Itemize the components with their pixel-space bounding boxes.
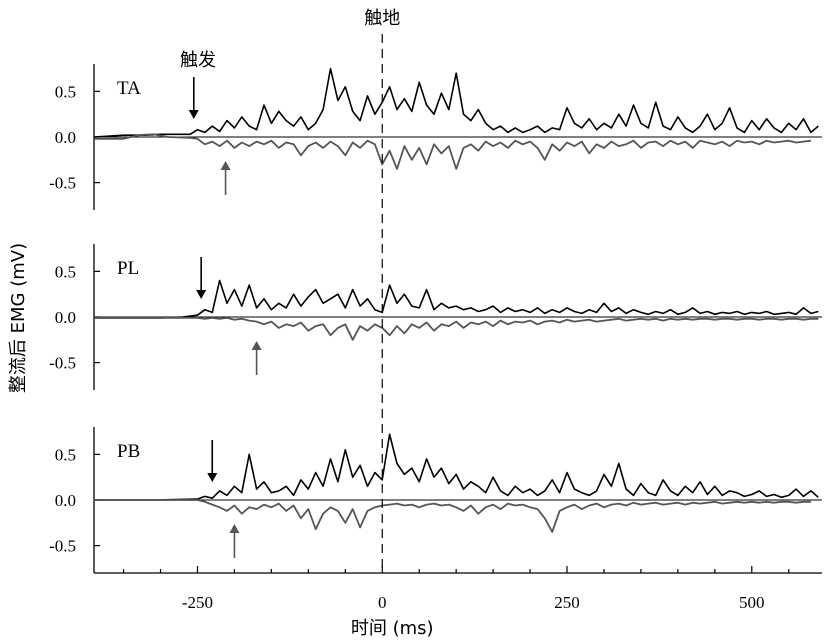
panel-label: PL: [117, 258, 139, 279]
y-tick-label: -0.5: [49, 537, 76, 556]
trace-black: [93, 67, 819, 138]
panel-label: TA: [117, 78, 141, 99]
onset-arrow-gray-head: [229, 524, 240, 533]
x-ticks-layer: -250 0 250 500: [122, 566, 790, 612]
panel-pl: 0.5 0.0 -0.5 PL: [49, 244, 822, 390]
panel-ta: 0.5 0.0 -0.5 TA: [49, 64, 822, 210]
x-tick-label: 250: [554, 593, 580, 612]
panel-label: PB: [117, 441, 140, 462]
touchdown-label: 触地: [364, 8, 400, 29]
onset-arrow-black-head: [188, 110, 199, 119]
y-tick-label: -0.5: [49, 174, 76, 193]
x-tick-label: -250: [182, 593, 213, 612]
x-tick-label: 500: [739, 593, 765, 612]
onset-arrow-black-head: [196, 290, 207, 299]
trace-gray: [94, 499, 811, 533]
onset-arrow-gray-head: [251, 341, 262, 350]
trace-black: [94, 279, 819, 319]
onset-arrow-black-head: [207, 473, 218, 482]
x-axis-title: 时间 (ms): [351, 618, 434, 639]
y-tick-label: -0.5: [49, 354, 76, 373]
x-tick-label: 0: [378, 593, 387, 612]
y-axis-title: 整流后 EMG (mV): [8, 243, 29, 393]
y-tick-label: 0.0: [55, 308, 76, 327]
panels-layer: 0.5 0.0 -0.5 TA 0.5 0.0 -0.5 PL 0.5 0.0 -0.5 PB: [49, 64, 822, 573]
y-tick-label: 0.5: [55, 262, 76, 281]
y-tick-label: 0.0: [55, 128, 76, 147]
y-tick-label: 0.5: [55, 82, 76, 101]
y-tick-label: 0.5: [55, 445, 76, 464]
panel-pb: 0.5 0.0 -0.5 PB: [49, 427, 822, 573]
trace-gray: [94, 133, 812, 170]
onset-label: 触发: [180, 50, 216, 71]
y-tick-label: 0.0: [55, 491, 76, 510]
trace-black: [94, 433, 819, 501]
trace-gray: [94, 317, 819, 341]
onset-arrow-gray-head: [220, 161, 231, 170]
